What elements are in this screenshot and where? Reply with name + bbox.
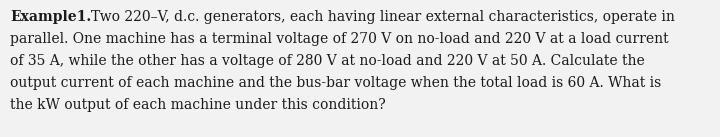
Text: Two 220–V, d.c. generators, each having linear external characteristics, operate: Two 220–V, d.c. generators, each having … [91,10,675,24]
Text: of 35 A, while the other has a voltage of 280 V at no-load and 220 V at 50 A. Ca: of 35 A, while the other has a voltage o… [10,54,644,68]
Text: Example1.: Example1. [10,10,91,24]
Text: output current of each machine and the bus-bar voltage when the total load is 60: output current of each machine and the b… [10,76,661,90]
Text: parallel. One machine has a terminal voltage of 270 V on no-load and 220 V at a : parallel. One machine has a terminal vol… [10,32,669,46]
Text: the kW output of each machine under this condition?: the kW output of each machine under this… [10,98,386,112]
